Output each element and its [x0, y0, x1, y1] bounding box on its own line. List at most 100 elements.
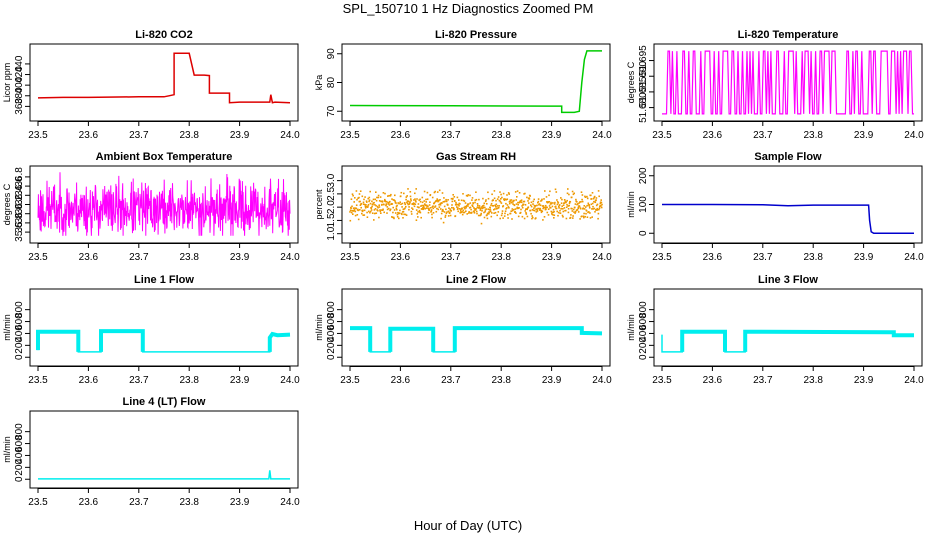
data-point — [397, 202, 399, 204]
chart-panel: Sample Flow 23.5 23.6 23.7 23.8 23.9 24.0 0 100 2… — [626, 151, 924, 263]
data-point — [399, 195, 402, 197]
data-point — [563, 199, 566, 201]
data-point — [491, 193, 493, 196]
data-point — [402, 217, 404, 219]
data-point — [462, 193, 464, 195]
data-point — [554, 201, 556, 204]
data-point — [591, 192, 594, 194]
data-point — [570, 196, 573, 199]
data-point — [416, 213, 419, 215]
data-point — [489, 209, 492, 211]
x-tick-label: 23.5 — [340, 375, 360, 386]
x-tick-label: 23.9 — [230, 130, 250, 141]
data-point — [540, 200, 542, 202]
y-axis-label: degrees C — [626, 61, 636, 103]
y-tick-label: 400 — [14, 76, 25, 93]
data-point — [501, 210, 504, 212]
data-point — [415, 219, 418, 221]
data-point — [552, 202, 554, 204]
x-tick-label: 23.7 — [753, 375, 773, 386]
data-point — [475, 208, 477, 210]
data-point — [454, 215, 457, 217]
data-point — [600, 206, 603, 209]
data-point — [585, 210, 588, 212]
data-point — [393, 199, 396, 201]
data-point — [357, 197, 359, 199]
data-point — [349, 219, 352, 222]
series-layer — [661, 329, 914, 353]
data-point — [465, 205, 468, 208]
data-point — [468, 211, 471, 213]
data-point — [518, 192, 521, 194]
data-point — [553, 217, 555, 219]
data-point — [539, 209, 541, 211]
data-point — [476, 203, 479, 205]
data-point — [425, 207, 428, 209]
data-point — [378, 200, 381, 202]
data-point — [416, 206, 419, 208]
data-point — [563, 202, 565, 204]
plot-frame — [341, 43, 611, 122]
data-point — [580, 191, 583, 193]
data-point — [466, 203, 469, 205]
data-point — [418, 209, 421, 212]
y-tick-label: 380 — [14, 87, 25, 104]
data-point — [357, 209, 360, 212]
data-point — [351, 193, 354, 195]
data-point — [359, 190, 362, 192]
data-point — [551, 205, 554, 208]
data-point — [483, 211, 485, 214]
data-point — [520, 199, 523, 201]
data-point — [374, 208, 377, 210]
x-tick-label: 23.9 — [230, 252, 250, 263]
data-point — [352, 194, 354, 197]
data-point — [583, 205, 586, 207]
x-tick-label: 23.8 — [803, 130, 823, 141]
y-tick-label: 100 — [638, 196, 649, 213]
chart-panel: Ambient Box Temperature 23.5 23.6 23.7 23.8 2… — [2, 151, 300, 263]
data-point — [369, 211, 371, 214]
data-point — [396, 208, 398, 211]
data-point — [559, 212, 562, 214]
x-tick-label: 23.6 — [391, 252, 411, 263]
data-point — [562, 204, 565, 206]
data-point — [466, 204, 468, 207]
data-point — [493, 197, 496, 200]
data-point — [573, 192, 575, 195]
data-point — [389, 208, 392, 211]
data-point — [372, 203, 374, 206]
data-point — [538, 203, 541, 205]
data-point — [514, 191, 517, 193]
data-point — [424, 208, 426, 210]
data-point — [507, 213, 509, 216]
data-point — [480, 214, 482, 216]
data-point — [529, 195, 531, 197]
data-point — [547, 214, 550, 216]
data-point — [433, 191, 436, 194]
data-point — [496, 207, 498, 210]
x-tick-label: 23.5 — [652, 130, 672, 141]
y-tick-label: 3.0 — [326, 173, 337, 187]
data-point — [469, 206, 472, 209]
data-point — [495, 203, 498, 206]
data-point — [573, 211, 575, 213]
data-point — [419, 211, 422, 214]
data-point — [559, 209, 561, 212]
x-tick-label: 24.0 — [904, 130, 924, 141]
data-point — [544, 204, 547, 207]
data-point — [370, 207, 373, 210]
data-point — [590, 198, 593, 200]
data-point — [567, 208, 570, 210]
data-point — [496, 198, 499, 200]
data-point — [525, 213, 528, 215]
data-point — [365, 204, 367, 206]
x-tick-label: 23.5 — [652, 252, 672, 263]
data-point — [504, 198, 507, 200]
y-tick-label: 0 — [638, 230, 649, 236]
data-point — [532, 216, 534, 219]
plot-frame — [29, 288, 299, 367]
data-point — [593, 196, 595, 199]
data-point — [429, 207, 432, 209]
data-point — [598, 207, 601, 209]
data-point — [436, 207, 438, 210]
